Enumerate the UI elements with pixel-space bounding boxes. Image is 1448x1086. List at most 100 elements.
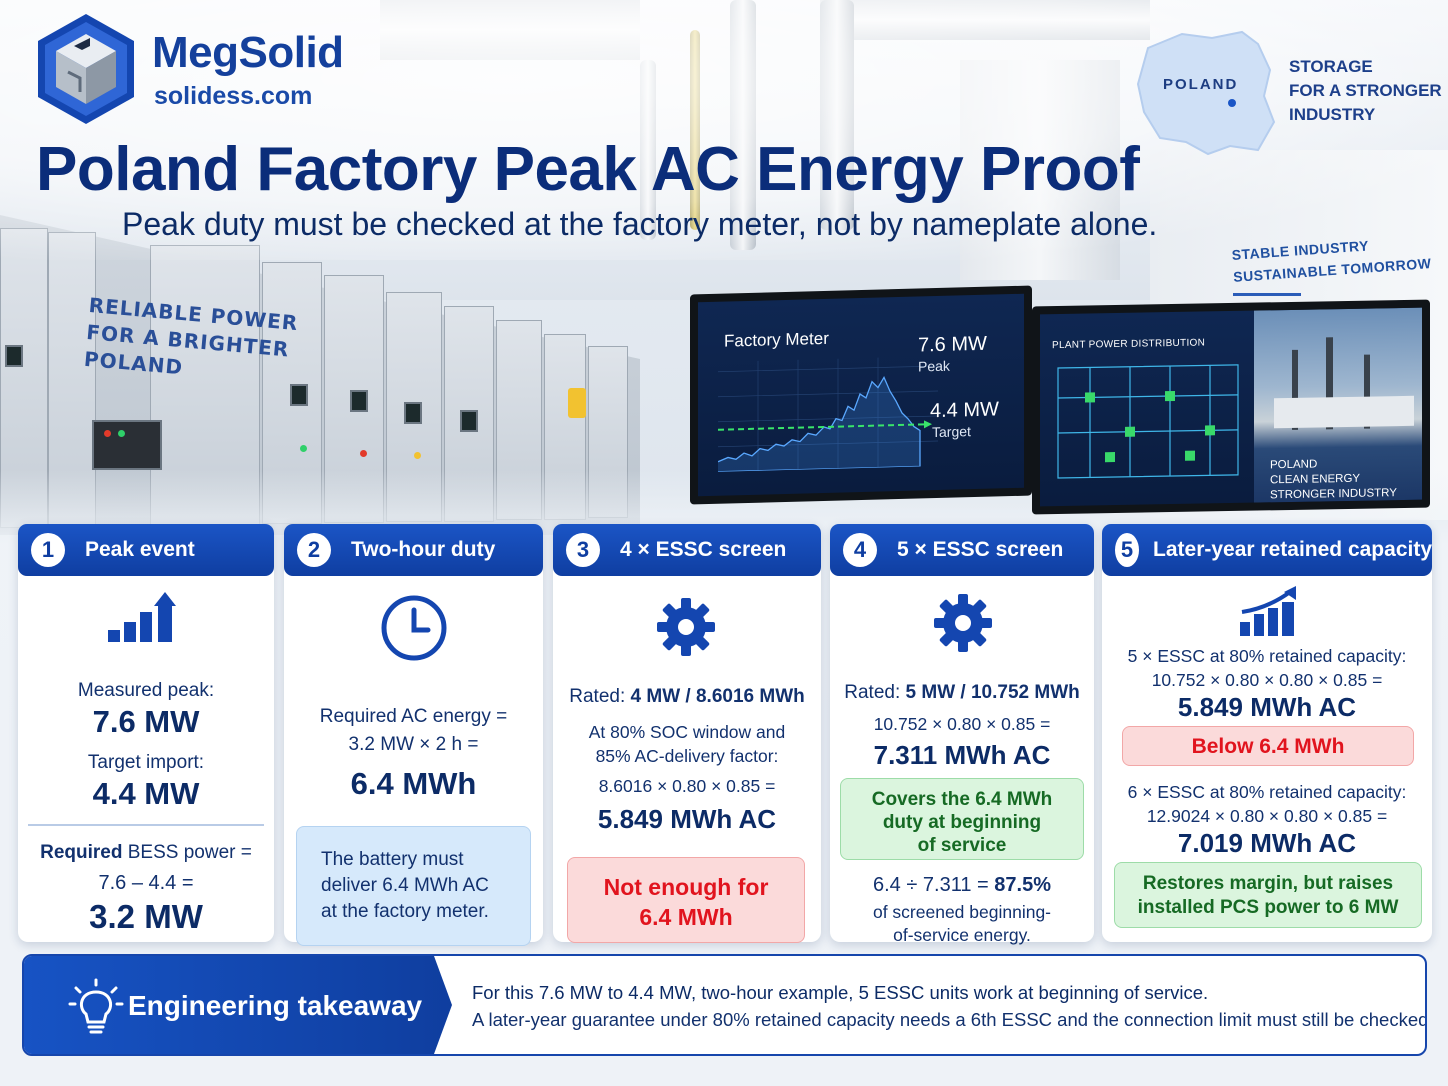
page-title: Poland Factory Peak AC Energy Proof (36, 135, 1140, 204)
status-led (104, 430, 111, 437)
energy-calc: 10.752 × 0.80 × 0.85 = (873, 714, 1051, 734)
card-body: Rated: 5 MW / 10.752 MWh 10.752 × 0.80 ×… (830, 576, 1094, 945)
cabinet-display (5, 345, 23, 367)
step-number: 1 (31, 533, 65, 567)
verdict-not-enough: Not enough for 6.4 MWh (567, 857, 805, 943)
card-header: 1 Peak event (18, 524, 274, 576)
step-number: 3 (566, 533, 600, 567)
cabinet-display (350, 390, 368, 412)
ratio-calc: 6.4 ÷ 7.311 = (873, 874, 989, 896)
factory-meter-monitor: Factory Meter 7.6 MW Peak 4.4 MW Target (690, 285, 1032, 505)
rated-value: 4 MW / 8.6016 MWh (630, 686, 805, 707)
rated-value: 5 MW / 10.752 MWh (905, 682, 1080, 703)
monitor-target-value: 4.4 MW (930, 398, 999, 423)
takeaway-line-2: A later-year guarantee under 80% retaine… (472, 1009, 1427, 1030)
map-country-label: POLAND (1163, 76, 1239, 93)
verdict-line: Not enough for (603, 874, 769, 900)
monitor-title: Factory Meter (724, 328, 829, 351)
brand-name: MegSolid (152, 28, 344, 77)
required-rest: BESS power = (122, 842, 252, 863)
map-tagline-line: INDUSTRY (1289, 105, 1376, 124)
meter-load-chart (718, 357, 938, 472)
monitor-peak-label: Peak (918, 357, 950, 375)
ratio-value: 87.5% (994, 874, 1051, 896)
status-led (568, 388, 586, 418)
rated-label: Rated: (844, 682, 901, 703)
scenario-a-calc: 10.752 × 0.80 × 0.80 × 0.85 = (1151, 670, 1383, 690)
ratio-note: of-service energy. (893, 925, 1031, 945)
status-led (118, 430, 125, 437)
rated-label: Rated: (569, 686, 626, 707)
card-body: Measured peak: 7.6 MW Target import: 4.4… (18, 576, 274, 942)
gear-icon (934, 594, 992, 652)
rated-line: Rated: 4 MW / 8.6016 MWh (553, 686, 821, 708)
status-led (360, 450, 367, 457)
card-body: Required AC energy = 3.2 MW × 2 h = 6.4 … (284, 576, 543, 946)
ratio-note: of screened beginning- (872, 902, 1052, 922)
monitor-caption-line: STRONGER INDUSTRY (1270, 487, 1397, 502)
step-card-peak-event: 1 Peak event Measured peak: 7.6 MW Targe… (18, 524, 274, 942)
single-line-diagram (1057, 364, 1239, 479)
breaker-panel (92, 420, 162, 470)
verdict-below: Below 6.4 MWh (1122, 726, 1414, 766)
card-body: Rated: 4 MW / 8.6016 MWh At 80% SOC wind… (553, 576, 821, 943)
required-energy-label: Required AC energy = (319, 706, 508, 727)
scenario-b-label: 6 × ESSC at 80% retained capacity: (1127, 782, 1407, 802)
cabinet-display (460, 410, 478, 432)
card-body: 5 × ESSC at 80% retained capacity: 10.75… (1102, 576, 1432, 942)
required-power-calc: 7.6 – 4.4 = (98, 872, 194, 894)
poland-map-icon (1136, 30, 1276, 156)
assumption-line: 85% AC-delivery factor: (595, 746, 779, 766)
cabinet-display (290, 384, 308, 406)
measured-peak-label: Measured peak: (77, 680, 215, 701)
status-led (414, 452, 421, 459)
monitor-title: PLANT POWER DISTRIBUTION (1052, 337, 1206, 352)
map-tagline-line: STORAGE (1289, 57, 1373, 76)
required-power-label: Required BESS power = (18, 842, 274, 864)
measured-peak-value: 7.6 MW (92, 704, 200, 739)
takeaway-label: Engineering takeaway (128, 990, 423, 1021)
step-card-later-year: 5 Later-year retained capacity 5 × ESSC … (1102, 524, 1432, 942)
verdict-line: Covers the 6.4 MWh (871, 789, 1053, 810)
verdict-line: installed PCS power to 6 MW (1137, 897, 1399, 918)
monitor-screen: PLANT POWER DISTRIBUTION POLAND CLEAN EN… (1040, 307, 1422, 507)
page-subtitle: Peak duty must be checked at the factory… (122, 206, 1158, 242)
step-number: 2 (297, 533, 331, 567)
engineering-takeaway: Engineering takeaway For this 7.6 MW to … (22, 954, 1427, 1056)
monitor-peak-value: 7.6 MW (918, 332, 987, 357)
brand-domain: solidess.com (154, 82, 313, 110)
takeaway-label-panel (24, 956, 452, 1054)
monitor-target-label: Target (932, 423, 971, 441)
note-line: at the factory meter. (321, 901, 489, 922)
divider (28, 824, 264, 826)
step-number: 4 (843, 533, 877, 567)
verdict-restores-margin: Restores margin, but raises installed PC… (1114, 862, 1422, 928)
power-distribution-monitor: PLANT POWER DISTRIBUTION POLAND CLEAN EN… (1032, 299, 1430, 515)
monitor-screen: Factory Meter 7.6 MW Peak 4.4 MW Target (698, 293, 1024, 497)
verdict-line: of service (917, 835, 1007, 856)
map-location-dot (1228, 99, 1236, 107)
note-line: The battery must (321, 849, 464, 870)
target-import-label: Target import: (87, 752, 205, 773)
verdict-line: duty at beginning (882, 812, 1042, 833)
note-line: deliver 6.4 MWh AC (321, 875, 489, 896)
card-title: Two-hour duty (351, 538, 496, 561)
card-header: 4 5 × ESSC screen (830, 524, 1094, 576)
energy-calc: 8.6016 × 0.80 × 0.85 = (598, 776, 776, 796)
target-import-value: 4.4 MW (92, 776, 200, 811)
map-tagline-line: FOR A STRONGER (1289, 81, 1442, 100)
rated-line: Rated: 5 MW / 10.752 MWh (830, 682, 1094, 704)
scenario-b-calc: 12.9024 × 0.80 × 0.80 × 0.85 = (1146, 806, 1388, 826)
gear-icon (657, 598, 715, 656)
card-title: Later-year retained capacity (1153, 538, 1432, 561)
card-title: 4 × ESSC screen (620, 538, 787, 561)
growth-chart-icon (1240, 586, 1296, 636)
step-card-two-hour-duty: 2 Two-hour duty Required AC energy = 3.2… (284, 524, 543, 946)
card-title: Peak event (85, 538, 195, 561)
assumption-line: At 80% SOC window and (588, 722, 786, 742)
takeaway-line-1: For this 7.6 MW to 4.4 MW, two-hour exam… (472, 982, 1209, 1003)
lightbulb-icon (68, 978, 124, 1034)
required-word: Required (40, 842, 123, 863)
card-title: 5 × ESSC screen (897, 538, 1064, 561)
required-energy-calc: 3.2 MW × 2 h = (348, 734, 479, 755)
